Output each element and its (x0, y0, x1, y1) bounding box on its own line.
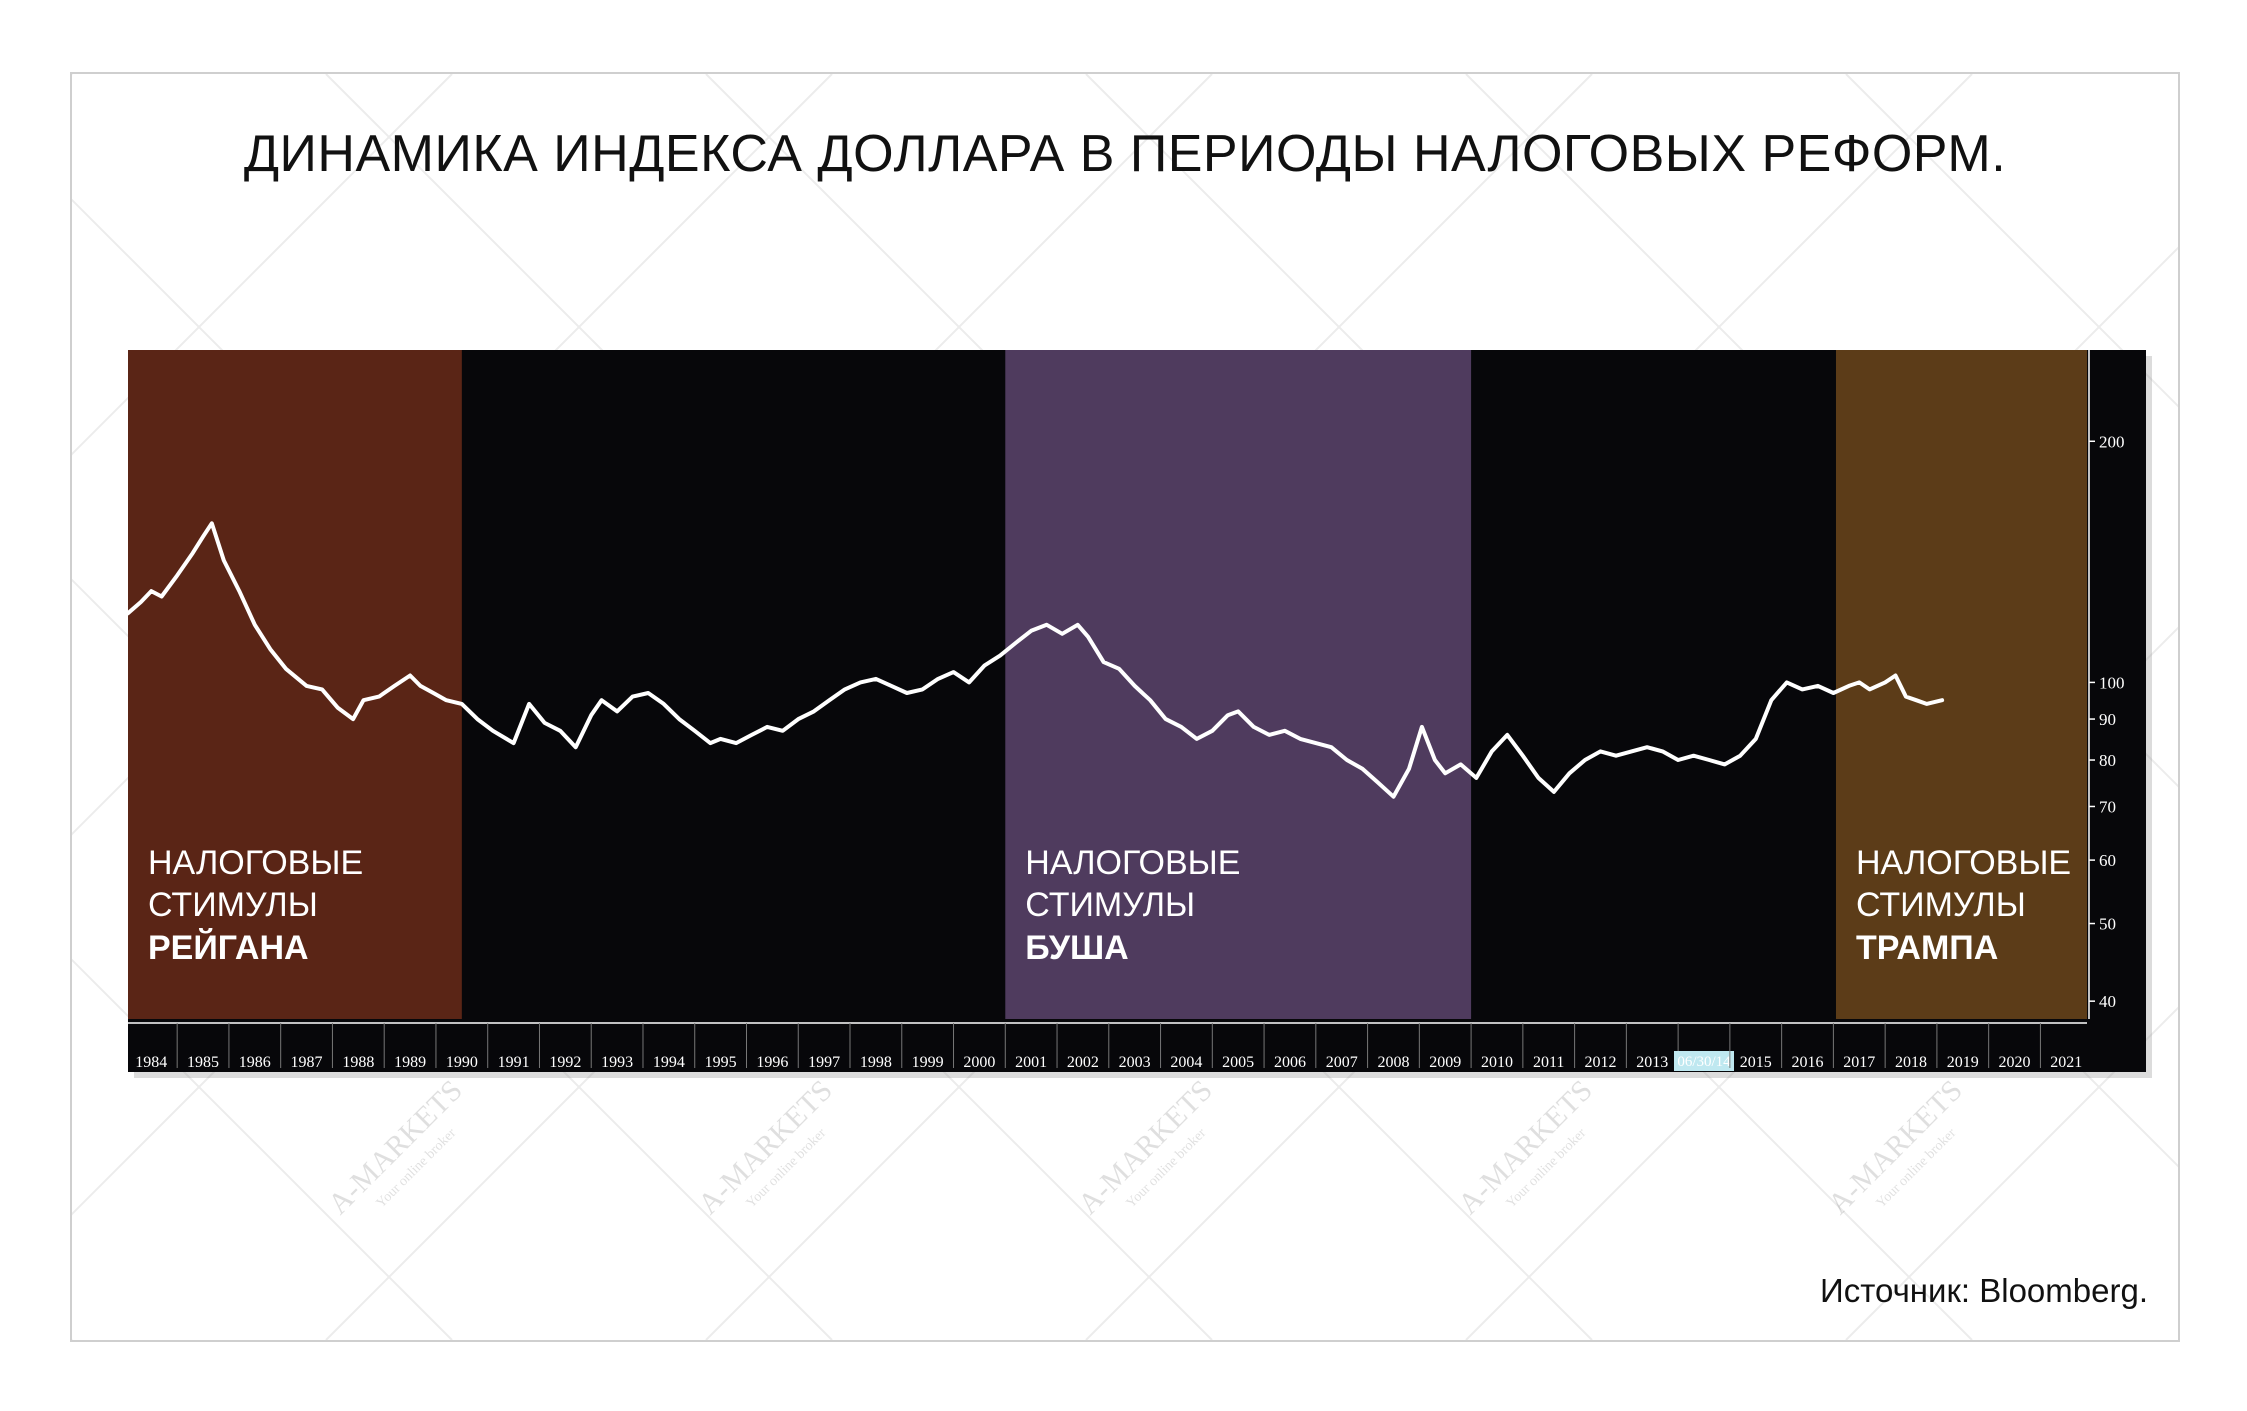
x-tick-label: 1992 (549, 1054, 581, 1071)
x-tick-label: 1984 (135, 1054, 167, 1071)
y-tick-label: 200 (2099, 432, 2125, 451)
chart-svg: НАЛОГОВЫЕ СТИМУЛЫ РЕЙГАНА НАЛОГОВЫЕ СТИМУЛЫ Б… (126, 350, 2152, 1078)
period-label-line2: СТИМУЛЫ (1856, 886, 2026, 924)
x-tick-label: 1986 (239, 1054, 271, 1071)
x-tick-label: 2009 (1429, 1054, 1461, 1071)
x-tick-label: 2017 (1843, 1054, 1875, 1071)
period-label-line1: НАЛОГОВЫЕ (1025, 844, 1240, 882)
x-tick-label: 2019 (1947, 1054, 1979, 1071)
y-tick-label: 90 (2099, 710, 2116, 729)
pattern-line (72, 958, 453, 1340)
x-tick-label: 1989 (394, 1054, 426, 1071)
x-tick-label: 2006 (1274, 1054, 1306, 1071)
x-tick-label: 1994 (653, 1054, 685, 1071)
y-tick-label: 100 (2099, 673, 2125, 692)
y-tick-label: 40 (2099, 992, 2116, 1011)
pattern-line (1845, 1006, 2178, 1340)
x-tick-label: 2008 (1377, 1054, 1409, 1071)
x-tick-label: 2002 (1067, 1054, 1099, 1071)
x-axis-marker-bg (1673, 1051, 1734, 1071)
x-tick-label: 2011 (1533, 1054, 1564, 1071)
x-tick-label: 2000 (963, 1054, 995, 1071)
x-tick-label: 2018 (1895, 1054, 1927, 1071)
y-tick-label: 80 (2099, 751, 2116, 770)
x-tick-label: 2013 (1636, 1054, 1668, 1071)
x-tick-label: 1999 (912, 1054, 944, 1071)
y-tick-label: 50 (2099, 915, 2116, 934)
x-tick-label: 2003 (1119, 1054, 1151, 1071)
x-tick-label: 1991 (498, 1054, 530, 1071)
period-label-line2: СТИМУЛЫ (1025, 886, 1195, 924)
series-line (126, 521, 1945, 799)
period-label-line1: НАЛОГОВЫЕ (148, 844, 363, 882)
x-tick-label: 2010 (1481, 1054, 1513, 1071)
x-tick-label: 2012 (1584, 1054, 1616, 1071)
x-tick-label: 2021 (2050, 1054, 2082, 1071)
y-tick-label: 70 (2099, 797, 2116, 816)
period-label-name: РЕЙГАНА (148, 928, 309, 967)
source-note: Источник: Bloomberg. (1820, 1272, 2148, 1309)
x-tick-label: 1987 (291, 1054, 323, 1071)
x-tick-label: 2005 (1222, 1054, 1254, 1071)
period-band-bush (1005, 350, 1472, 1019)
x-tick-label: 1998 (860, 1054, 892, 1071)
x-tick-label: 2001 (1015, 1054, 1047, 1071)
x-tick-label: 1995 (705, 1054, 737, 1071)
plot-area: НАЛОГОВЫЕ СТИМУЛЫ РЕЙГАНА НАЛОГОВЫЕ СТИМУЛЫ Б… (126, 350, 2152, 1078)
y-tick-label: 60 (2099, 851, 2116, 870)
pattern-line (1845, 74, 2178, 408)
x-tick-label: 2015 (1740, 1054, 1772, 1071)
x-tick-label: 1997 (808, 1054, 840, 1071)
chart-card: A-MARKETS Your online broker A-MARKETS Your… (70, 72, 2180, 1342)
period-label-line2: СТИМУЛЫ (148, 886, 318, 924)
x-tick-label: 2007 (1326, 1054, 1358, 1071)
x-tick-label: 1988 (342, 1054, 374, 1071)
period-label-name: БУША (1025, 929, 1128, 967)
period-label-name: ТРАМПА (1856, 929, 1998, 967)
chart-title: ДИНАМИКА ИНДЕКСА ДОЛЛАРА В ПЕРИОДЫ НАЛОГ… (243, 125, 2007, 183)
x-tick-label: 2016 (1792, 1054, 1824, 1071)
x-tick-label: 1985 (187, 1054, 219, 1071)
x-tick-label: 2004 (1170, 1054, 1202, 1071)
x-tick-label: 1990 (446, 1054, 478, 1071)
period-band-reagan (128, 350, 462, 1019)
x-tick-label: 1996 (756, 1054, 788, 1071)
pattern-line (72, 74, 453, 456)
x-tick-label: 2020 (1999, 1054, 2031, 1071)
x-axis-marker-label: 06/30/14 (1677, 1054, 1731, 1070)
x-tick-label: 1993 (601, 1054, 633, 1071)
period-label-line1: НАЛОГОВЫЕ (1856, 844, 2071, 882)
